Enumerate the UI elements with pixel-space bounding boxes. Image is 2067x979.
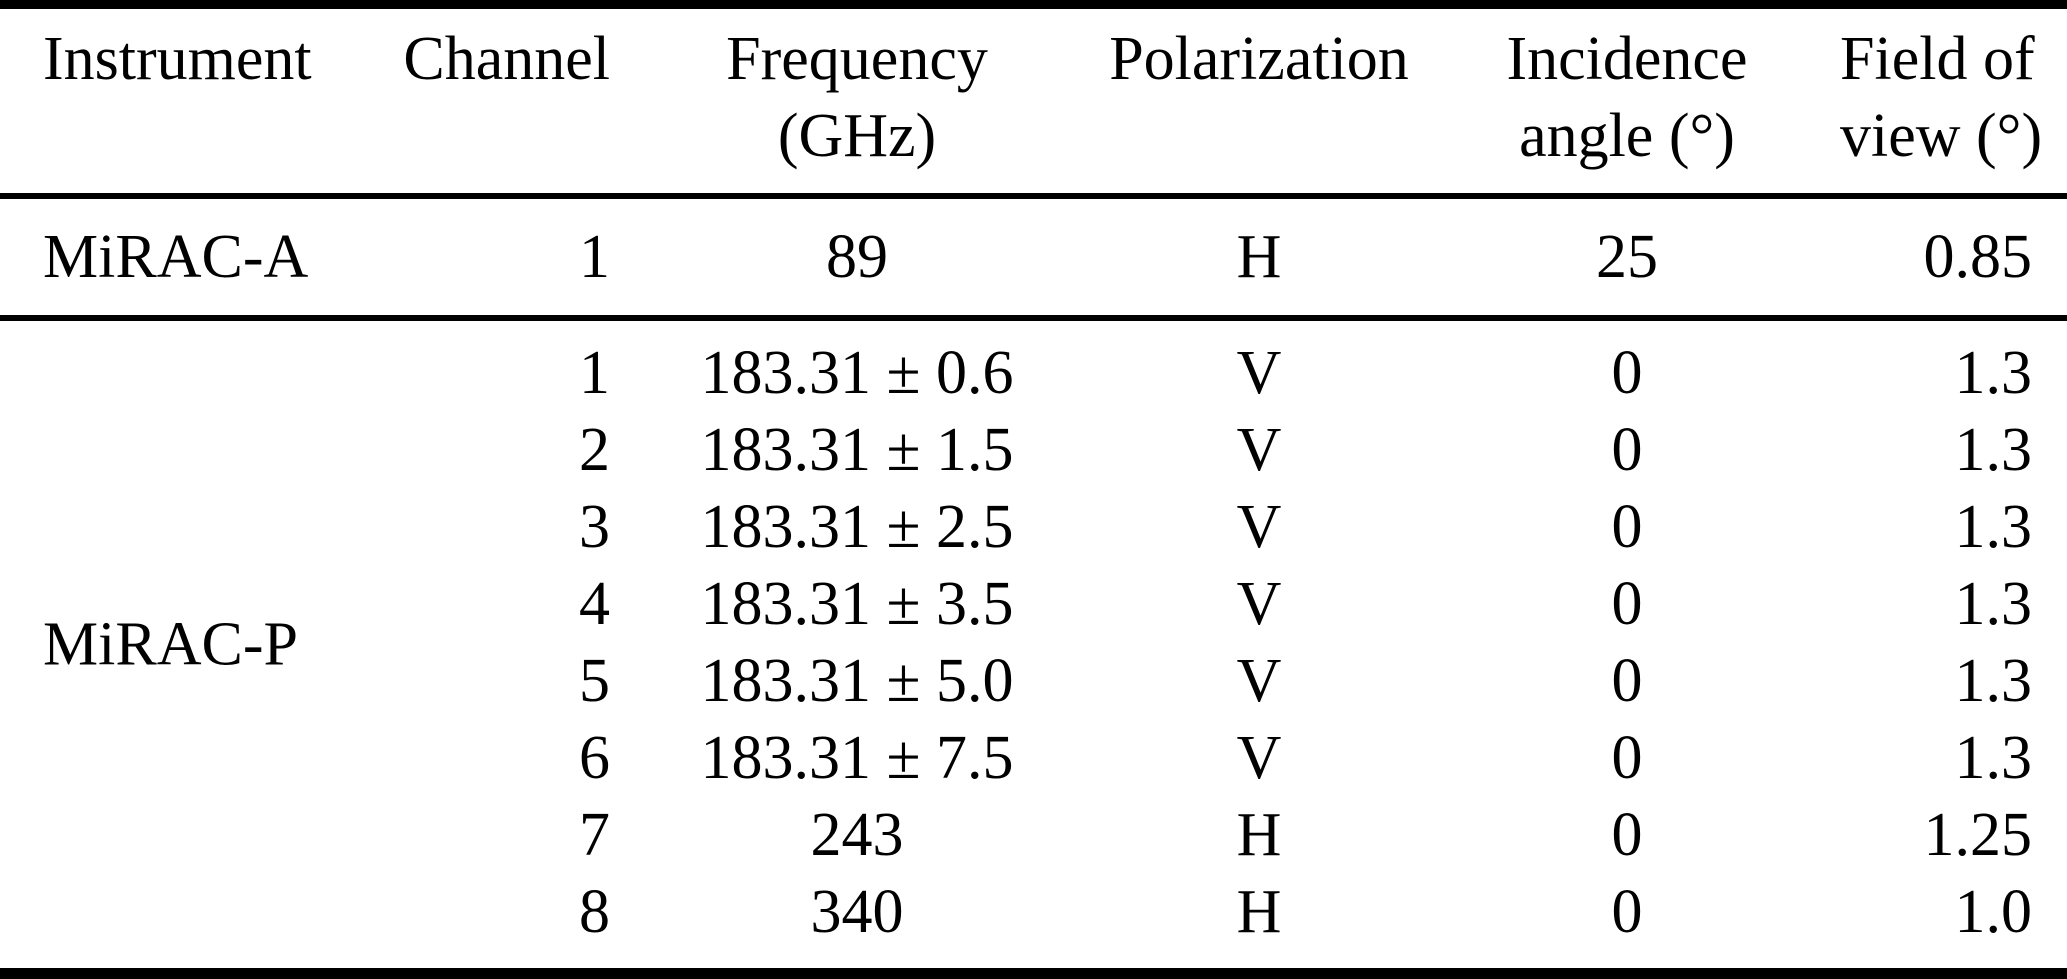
cell-channel: 2 [579, 416, 610, 484]
column-header-field-of-view: Field of view (°) [1840, 21, 2067, 175]
column-header-incidence-angle: Incidence angle (°) [1414, 21, 1840, 175]
cell-incidence-angle: 0 [1611, 416, 1643, 484]
cell-instrument: MiRAC-A [43, 222, 309, 291]
cell-polarization: V [1236, 570, 1282, 638]
cell-polarization: V [1236, 724, 1282, 792]
cell-field-of-view: 1.0 [1954, 878, 2033, 946]
cell-field-of-view: 1.3 [1954, 339, 2033, 407]
table-row: 5 183.31 ± 5.0 V 0 1.3 [0, 643, 2067, 720]
cell-channel: 3 [579, 493, 610, 561]
table-row: 8 340 H 0 1.0 [0, 874, 2067, 951]
column-header-instrument: Instrument [0, 21, 380, 98]
group-divider-rule [0, 315, 2067, 321]
header-unit-line: (GHz) [777, 102, 937, 170]
table-row: 6 183.31 ± 7.5 V 0 1.3 [0, 720, 2067, 797]
header-unit-line: angle (°) [1519, 102, 1735, 170]
cell-field-of-view: 1.3 [1954, 570, 2033, 638]
table-top-rule [0, 0, 2067, 9]
cell-field-of-view: 1.25 [1923, 801, 2033, 869]
header-line: Incidence [1506, 25, 1748, 93]
cell-incidence-angle: 0 [1611, 878, 1643, 946]
header-line: Frequency [726, 25, 988, 93]
cell-channel: 4 [579, 570, 610, 638]
cell-frequency: 183.31 ± 0.6 [700, 339, 1014, 407]
cell-polarization: V [1236, 339, 1282, 407]
table-row: 2 183.31 ± 1.5 V 0 1.3 [0, 412, 2067, 489]
table-row-mirac-a: MiRAC-A 1 89 H 25 0.85 [0, 199, 2067, 315]
header-line: Polarization [1109, 25, 1409, 93]
table-row: 7 243 H 0 1.25 [0, 797, 2067, 874]
column-header-frequency: Frequency (GHz) [610, 21, 1104, 175]
cell-polarization: H [1236, 878, 1282, 946]
cell-frequency: 183.31 ± 2.5 [700, 493, 1014, 561]
cell-incidence-angle: 25 [1596, 222, 1658, 291]
cell-incidence-angle: 0 [1611, 339, 1643, 407]
cell-channel: 1 [579, 339, 610, 407]
header-divider-rule [0, 193, 2067, 199]
cell-frequency: 243 [810, 801, 904, 869]
instrument-group-label: MiRAC-P [43, 610, 298, 678]
cell-channel: 8 [579, 878, 610, 946]
cell-incidence-angle: 0 [1611, 570, 1643, 638]
cell-frequency: 183.31 ± 3.5 [700, 570, 1014, 638]
column-header-polarization: Polarization [1104, 21, 1414, 98]
cell-incidence-angle: 0 [1611, 493, 1643, 561]
cell-polarization: H [1236, 801, 1282, 869]
table-header-row: Instrument Channel Frequency (GHz) Polar… [0, 9, 2067, 193]
cell-channel: 6 [579, 724, 610, 792]
cell-frequency: 183.31 ± 5.0 [700, 647, 1014, 715]
cell-frequency: 89 [826, 222, 888, 291]
cell-incidence-angle: 0 [1611, 724, 1643, 792]
table-row: 3 183.31 ± 2.5 V 0 1.3 [0, 489, 2067, 566]
cell-field-of-view: 1.3 [1954, 724, 2033, 792]
header-line: Instrument [43, 25, 312, 93]
column-header-channel: Channel [380, 21, 610, 98]
cell-field-of-view: 1.3 [1954, 493, 2033, 561]
header-unit-line: view (°) [1840, 102, 2043, 170]
cell-frequency: 183.31 ± 1.5 [700, 416, 1014, 484]
cell-channel: 7 [579, 801, 610, 869]
cell-frequency: 183.31 ± 7.5 [700, 724, 1014, 792]
cell-channel: 5 [579, 647, 610, 715]
cell-polarization: V [1236, 647, 1282, 715]
cell-field-of-view: 0.85 [1923, 222, 2033, 291]
cell-incidence-angle: 0 [1611, 647, 1643, 715]
header-line: Channel [403, 25, 610, 93]
cell-polarization: V [1236, 493, 1282, 561]
table-group-mirac-p: MiRAC-P 1 183.31 ± 0.6 V 0 1.3 2 183.31 … [0, 321, 2067, 968]
cell-field-of-view: 1.3 [1954, 416, 2033, 484]
header-line: Field of [1840, 25, 2035, 93]
table-row: 1 183.31 ± 0.6 V 0 1.3 [0, 335, 2067, 412]
cell-polarization: H [1236, 222, 1282, 291]
cell-frequency: 340 [810, 878, 904, 946]
table-bottom-rule [0, 968, 2067, 979]
cell-channel: 1 [579, 222, 610, 291]
cell-incidence-angle: 0 [1611, 801, 1643, 869]
cell-field-of-view: 1.3 [1954, 647, 2033, 715]
cell-polarization: V [1236, 416, 1282, 484]
table-row: 4 183.31 ± 3.5 V 0 1.3 [0, 566, 2067, 643]
